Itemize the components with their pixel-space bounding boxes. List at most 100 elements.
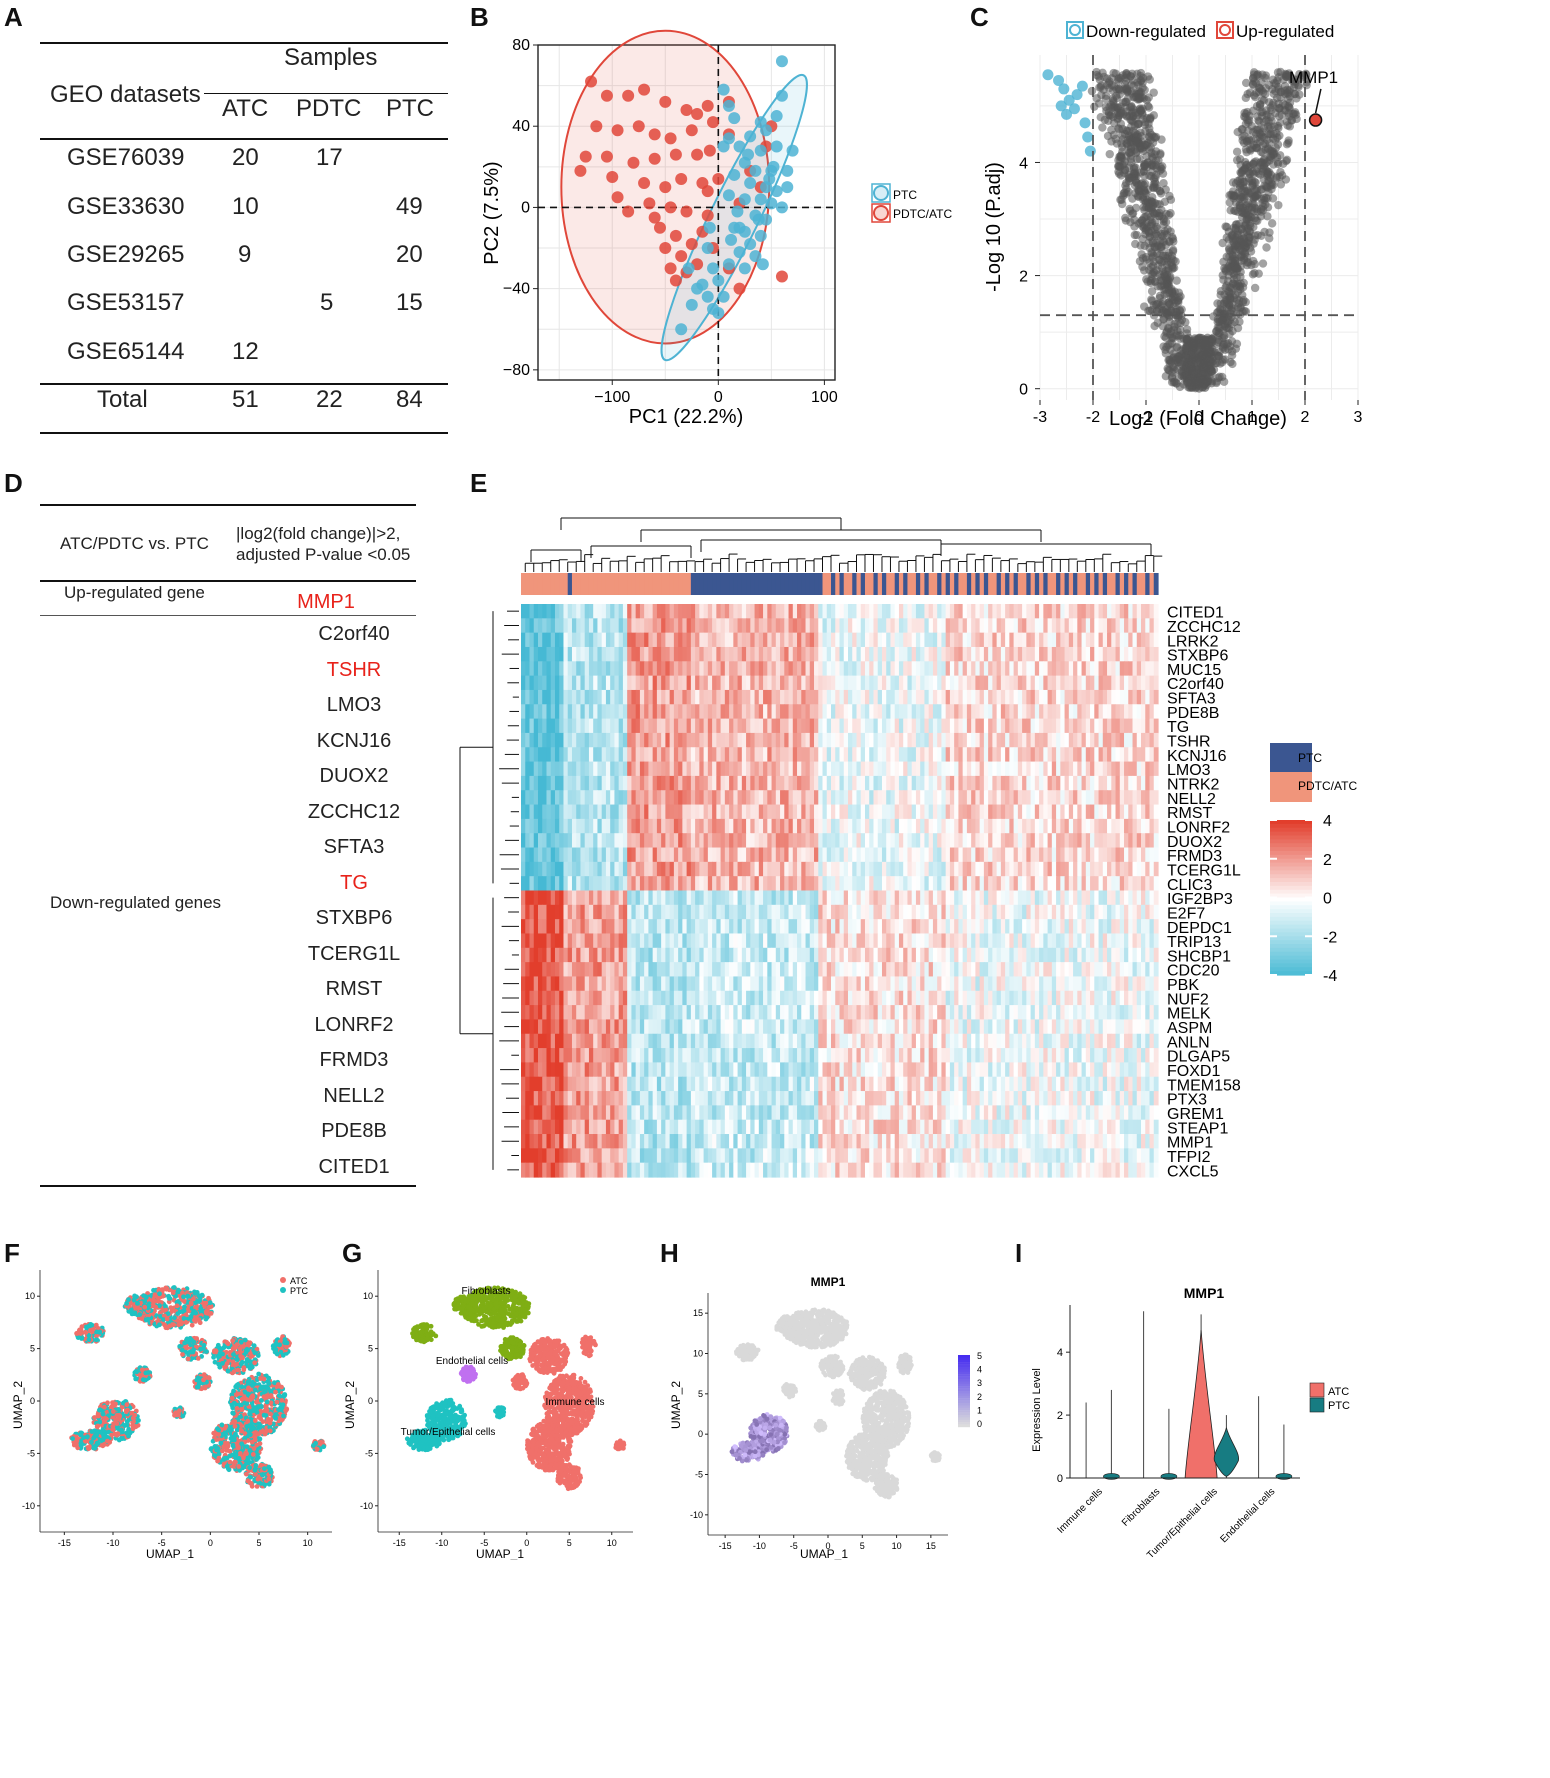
heatmap-cell [907,675,913,691]
heatmap-cell [763,646,768,662]
volcano-point [1127,143,1136,152]
heatmap-cell [835,704,841,720]
heatmap-cell [932,718,938,734]
heatmap-cell [678,790,683,806]
heatmap-cell [699,675,705,691]
heatmap-cell [788,833,794,849]
heatmap-cell [529,704,535,720]
heatmap-cell [737,718,743,734]
heatmap-cell [1043,775,1049,791]
heatmap-cell [775,718,781,734]
heatmap-cell [639,661,645,677]
volcano-point [1122,84,1131,93]
heatmap-cell [593,790,599,806]
heatmap-cell [818,704,824,720]
heatmap-cell [597,847,603,863]
heatmap-cell [741,704,747,720]
heatmap-cell [822,804,828,820]
heatmap-cell [720,775,726,791]
heatmap-cell [890,689,896,705]
heatmap-cell [1145,761,1151,777]
heatmap-cell [559,604,565,619]
heatmap-cell [567,732,573,748]
heatmap-annotation-cell [567,573,573,595]
heatmap-cell [601,775,607,791]
heatmap-cell [1013,646,1019,662]
volcano-point [1225,293,1235,303]
heatmap-cell [758,604,764,619]
heatmap-cell [737,847,743,863]
heatmap-cell [809,761,815,777]
volcano-point [1107,125,1116,135]
heatmap-cell [784,775,790,791]
heatmap-cell [784,632,790,648]
heatmap-cell [877,790,883,806]
heatmap-cell [580,675,586,691]
heatmap-cell [648,604,654,619]
heatmap-cell [673,747,679,763]
heatmap-cell [1149,689,1155,705]
heatmap-cell [529,790,535,806]
heatmap-cell [1119,761,1125,777]
heatmap-cell [597,632,603,648]
heatmap-cell [839,747,845,763]
heatmap-cell [622,704,628,720]
heatmap-cell [1026,646,1032,662]
heatmap-cell [716,761,722,777]
heatmap-cell [720,604,726,619]
heatmap-cell [550,675,556,691]
volcano-point [1118,142,1127,152]
volcano-x-tick-label: 3 [1354,409,1363,426]
heatmap-cell [533,604,539,619]
heatmap-cell [1051,790,1057,806]
heatmap-cell [979,618,985,634]
heatmap-cell [856,646,862,662]
pca-point-atc [574,164,587,177]
pca-point-atc [622,205,635,218]
heatmap-cell [886,718,892,734]
heatmap-cell [1068,675,1074,691]
heatmap-cell [886,704,892,720]
heatmap-cell [542,818,548,834]
heatmap-cell [1111,747,1117,763]
heatmap-cell [839,761,845,777]
heatmap-cell [593,661,599,677]
heatmap-cell [1094,618,1100,634]
heatmap-cell [856,775,862,791]
heatmap-cell [665,618,671,634]
heatmap-cell [1141,790,1146,806]
heatmap-cell [775,604,781,619]
heatmap-cell [1026,775,1032,791]
heatmap-cell [864,818,870,834]
heatmap-cell [707,689,713,705]
heatmap-annotation-cell [898,573,904,595]
pca-point-atc [606,170,619,183]
heatmap-annotation-cell [983,573,989,595]
heatmap-cell [601,833,607,849]
heatmap-cell [941,790,947,806]
heatmap-cell [983,818,989,834]
heatmap-cell [521,632,526,648]
pca-point-ptc [717,140,730,153]
heatmap-cell [1051,675,1057,691]
heatmap-cell [614,804,620,820]
heatmap-cell [1005,646,1010,662]
pca-point-ptc [770,110,783,123]
heatmap-cell [741,661,747,677]
heatmap-cell [822,618,828,634]
heatmap-cell [877,818,883,834]
down-gene: C2orf40 [318,623,390,645]
heatmap-cell [614,747,620,763]
pca-point-ptc [754,193,767,206]
heatmap-cell [614,704,620,720]
heatmap-cell [729,732,734,748]
volcano-point [1165,356,1175,365]
heatmap-cell [915,661,921,677]
heatmap-cell [890,661,896,677]
heatmap-cell [720,790,726,806]
heatmap-cell [567,632,573,648]
heatmap-cell [784,618,790,634]
heatmap-cell [737,775,743,791]
volcano-point [1155,304,1164,314]
heatmap-cell [979,747,985,763]
